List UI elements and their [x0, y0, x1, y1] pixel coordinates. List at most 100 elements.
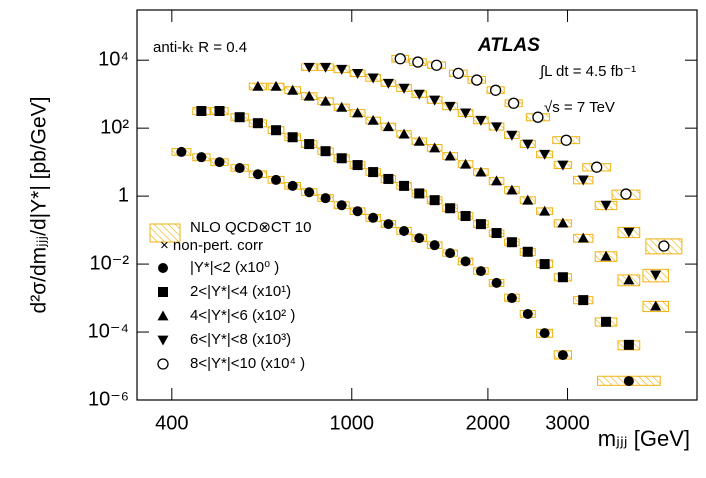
data-point	[336, 101, 348, 112]
data-point	[591, 161, 603, 173]
data-point	[445, 248, 456, 259]
data-point	[320, 193, 331, 204]
data-point	[429, 195, 440, 206]
data-point	[352, 206, 363, 217]
data-point	[539, 149, 551, 160]
annotation: anti-kₜ R = 0.4	[153, 39, 247, 56]
data-point	[658, 240, 670, 252]
experiment-label: ATLAS	[477, 35, 540, 56]
data-point	[475, 219, 486, 230]
y-tick-label: 10⁻⁶	[88, 388, 129, 410]
data-point	[304, 187, 315, 198]
data-point	[506, 184, 518, 195]
data-point	[367, 73, 379, 84]
data-point	[398, 83, 410, 94]
data-point	[489, 84, 502, 96]
data-point	[352, 68, 364, 79]
data-point	[600, 250, 612, 261]
y-tick-label: 1	[118, 184, 129, 206]
data-point	[412, 56, 424, 68]
data-point	[196, 105, 207, 116]
data-point	[382, 121, 394, 132]
data-point	[413, 135, 425, 146]
data-point	[336, 153, 347, 164]
data-point	[557, 160, 569, 171]
data-point	[475, 166, 487, 177]
data-point	[601, 316, 612, 327]
legend-text: 6<|Y*|<8 (x10³)	[190, 331, 291, 348]
data-point	[271, 125, 282, 136]
data-point	[336, 200, 347, 211]
legend-text: 8<|Y*|<10 (x10⁴ )	[190, 355, 305, 372]
y-tick-label: 10⁻²	[90, 252, 130, 274]
x-tick-label: 400	[155, 412, 188, 434]
data-point	[539, 259, 550, 270]
data-point	[304, 139, 315, 150]
data-point	[368, 167, 379, 178]
legend-symbol	[157, 310, 169, 321]
legend-text: 4<|Y*|<6 (x10² )	[190, 307, 295, 324]
data-point	[650, 300, 662, 311]
data-point	[382, 78, 394, 89]
data-point	[368, 212, 379, 223]
data-point	[577, 175, 589, 186]
data-point	[507, 97, 520, 109]
legend-symbol	[157, 335, 169, 346]
data-point	[444, 101, 456, 112]
data-point	[491, 228, 502, 239]
legend-theory-symbol	[149, 223, 181, 243]
data-point	[287, 180, 298, 191]
data-point	[460, 108, 472, 119]
data-point	[429, 142, 441, 153]
data-point	[491, 175, 503, 186]
data-point	[270, 80, 282, 91]
annotation: ∫L dt = 4.5 fb⁻¹	[539, 63, 636, 80]
data-point	[383, 219, 394, 230]
data-point	[320, 95, 332, 106]
data-point	[320, 62, 332, 73]
data-point	[444, 150, 456, 161]
data-point	[560, 134, 572, 146]
legend-symbol	[158, 287, 168, 297]
data-point	[623, 376, 634, 387]
y-tick-label: 10⁴	[98, 48, 129, 70]
data-point	[539, 328, 550, 339]
data-point	[414, 233, 425, 244]
data-point	[475, 266, 486, 277]
y-tick-label: 10⁻⁴	[88, 320, 129, 342]
y-tick-label: 10²	[100, 116, 129, 138]
legend-text: |Y*|<2 (x10⁰ )	[190, 259, 279, 276]
data-point	[460, 256, 471, 267]
data-point	[557, 350, 568, 361]
data-point	[460, 158, 472, 169]
data-point	[623, 339, 634, 350]
data-point	[234, 163, 245, 174]
legend-symbol	[157, 358, 169, 370]
data-point	[445, 203, 456, 214]
data-point	[539, 205, 551, 216]
legend-text: × non-pert. corr	[160, 237, 263, 254]
data-point	[352, 160, 363, 171]
data-point	[460, 210, 471, 221]
data-point	[287, 84, 299, 95]
data-point	[234, 112, 245, 123]
data-point	[522, 308, 533, 319]
data-point	[532, 111, 544, 123]
data-point	[620, 188, 632, 200]
data-point	[352, 107, 364, 118]
data-point	[399, 226, 410, 237]
data-point	[252, 118, 263, 129]
data-point	[176, 146, 187, 157]
x-tick-label: 2000	[466, 412, 511, 434]
data-point	[623, 274, 635, 285]
data-point	[430, 59, 443, 71]
legend-symbol	[158, 263, 168, 273]
data-point	[506, 293, 517, 304]
data-point	[214, 105, 225, 116]
data-point	[506, 237, 517, 248]
data-point	[557, 272, 568, 283]
data-point	[320, 146, 331, 157]
data-point	[475, 115, 487, 126]
data-point	[399, 180, 410, 191]
